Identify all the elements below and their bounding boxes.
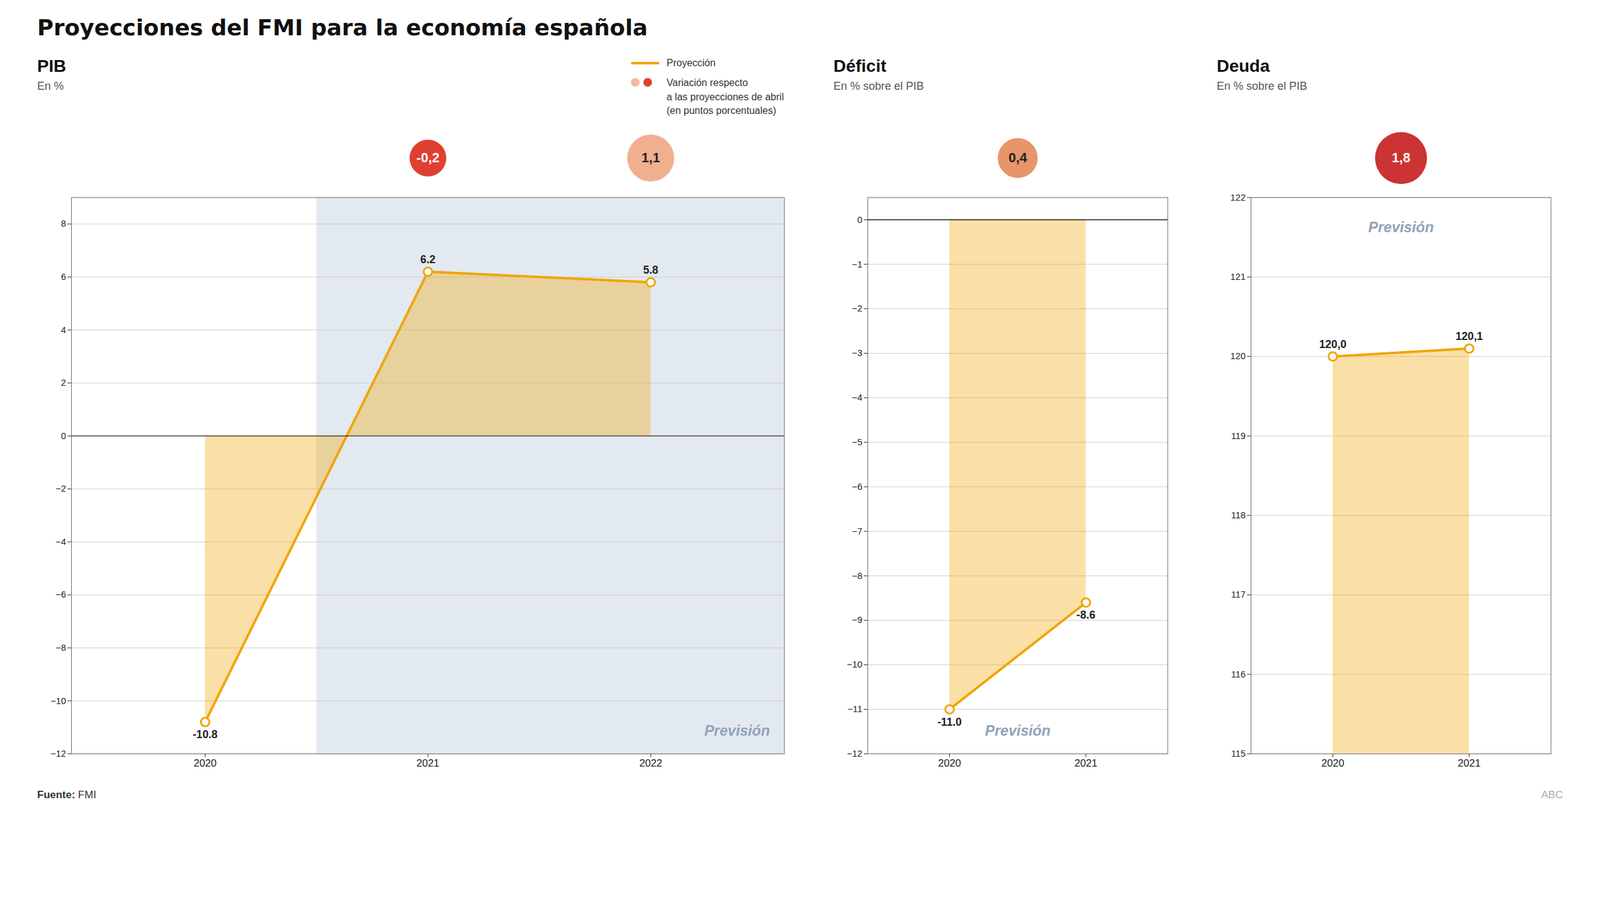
html-text:En %: En %	[37, 79, 64, 93]
html-text:En % sobre el PIB: En % sobre el PIB	[833, 79, 924, 93]
svg-text:-10.8: -10.8	[192, 728, 218, 741]
svg-text:−10: −10	[50, 695, 67, 706]
svg-text:121: 121	[1230, 271, 1246, 282]
svg-text:8: 8	[60, 218, 66, 229]
svg-text:122: 122	[1230, 192, 1246, 203]
svg-text:0: 0	[856, 214, 862, 225]
svg-text:115: 115	[1230, 748, 1246, 759]
svg-text:2021: 2021	[1074, 757, 1098, 770]
svg-text:−8: −8	[852, 570, 863, 581]
svg-text:2020: 2020	[938, 757, 961, 770]
svg-text:118: 118	[1230, 510, 1246, 521]
svg-text:−5: −5	[852, 437, 863, 448]
html-text:Fuente: FMI: Fuente: FMI	[37, 788, 97, 801]
svg-text:1,1: 1,1	[641, 149, 661, 166]
svg-text:-11.0: -11.0	[937, 715, 962, 729]
svg-text:-8.6: -8.6	[1076, 608, 1096, 622]
html-text:Deuda: Deuda	[1216, 56, 1270, 76]
svg-text:−4: −4	[852, 392, 863, 403]
svg-text:−2: −2	[55, 483, 67, 494]
svg-text:−12: −12	[50, 748, 67, 759]
svg-text:1,8: 1,8	[1391, 149, 1411, 166]
svg-text:2020: 2020	[193, 757, 217, 770]
svg-text:−3: −3	[852, 347, 863, 358]
svg-text:Previsión: Previsión	[985, 722, 1051, 739]
svg-text:6: 6	[60, 271, 66, 282]
svg-text:−1: −1	[852, 258, 863, 269]
svg-text:Previsión: Previsión	[1368, 219, 1435, 236]
svg-text:116: 116	[1230, 669, 1246, 680]
svg-text:120,1: 120,1	[1455, 330, 1483, 343]
svg-text:2: 2	[60, 377, 66, 388]
svg-text:120,0: 120,0	[1318, 338, 1347, 351]
svg-text:−2: −2	[852, 303, 863, 314]
svg-text:5.8: 5.8	[643, 263, 659, 277]
svg-text:0: 0	[60, 430, 66, 441]
svg-text:2021: 2021	[1457, 757, 1481, 770]
svg-text:−12: −12	[847, 748, 863, 759]
svg-text:4: 4	[60, 325, 66, 335]
svg-text:-0,2: -0,2	[416, 149, 440, 166]
html-text:Déficit: Déficit	[833, 56, 887, 76]
html-text:Proyección: Proyección	[666, 57, 716, 69]
svg-text:0,4: 0,4	[1008, 149, 1028, 166]
html-text:En % sobre el PIB: En % sobre el PIB	[1216, 79, 1308, 93]
svg-text:119: 119	[1230, 430, 1246, 441]
svg-text:2021: 2021	[416, 757, 440, 770]
svg-text:120: 120	[1230, 351, 1246, 361]
html-text:PIB: PIB	[37, 56, 67, 76]
svg-text:−11: −11	[847, 704, 863, 714]
svg-text:2022: 2022	[639, 757, 662, 770]
svg-text:Previsión: Previsión	[704, 722, 770, 739]
svg-text:−6: −6	[55, 589, 67, 600]
svg-text:−4: −4	[55, 536, 67, 547]
html-text:Proyecciones del FMI para la e: Proyecciones del FMI para la economía es…	[37, 14, 648, 41]
html-text:Variación respecto a las proye: Variación respecto a las proyecciones de…	[666, 77, 784, 116]
svg-text:−6: −6	[852, 481, 863, 492]
svg-text:−7: −7	[852, 526, 863, 537]
svg-text:117: 117	[1230, 589, 1246, 600]
html-text:ABC: ABC	[1541, 788, 1563, 801]
svg-text:−8: −8	[55, 642, 67, 653]
svg-text:2020: 2020	[1321, 757, 1345, 770]
svg-text:6.2: 6.2	[420, 253, 436, 266]
svg-text:−9: −9	[852, 614, 863, 625]
svg-text:−10: −10	[847, 659, 863, 670]
